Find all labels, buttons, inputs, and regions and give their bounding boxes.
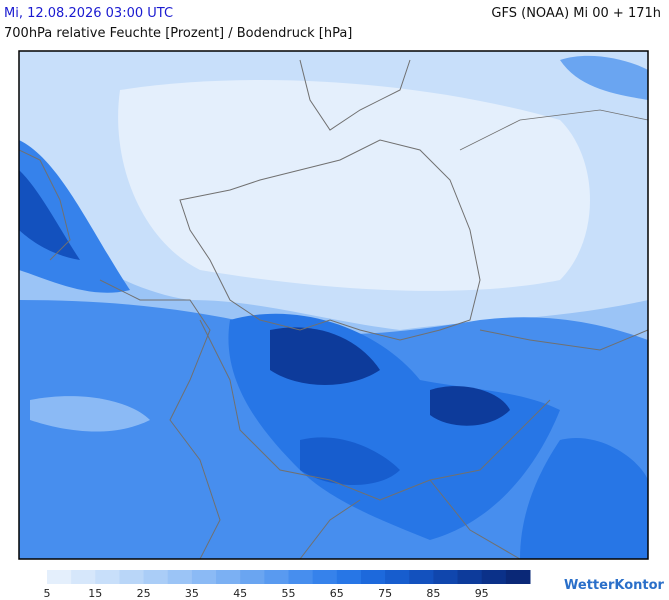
colorbar: 5 15 25 35 45 55 65 75 85 95 <box>44 570 531 600</box>
colorbar-label: 95 <box>475 587 489 600</box>
colorbar-swatch <box>288 570 314 584</box>
colorbar-swatch <box>240 570 265 584</box>
valid-time: Mi, 12.08.2026 03:00 UTC <box>4 6 174 21</box>
colorbar-label: 75 <box>378 587 392 600</box>
colorbar-swatch <box>433 570 459 584</box>
colorbar-swatch <box>143 570 169 584</box>
map-frame <box>18 50 649 560</box>
parameter: 700hPa relative Feuchte [Prozent] / Bode… <box>4 26 353 41</box>
colorbar-label: 85 <box>426 587 440 600</box>
colorbar-swatch <box>71 570 96 584</box>
colorbar-label: 25 <box>137 587 151 600</box>
colorbar-label: 55 <box>282 587 296 600</box>
colorbar-label: 5 <box>44 587 51 600</box>
colorbar-swatch <box>505 570 531 584</box>
colorbar-swatch <box>360 570 386 584</box>
colorbar-swatch <box>312 570 338 584</box>
logo: WetterKontor <box>564 578 665 593</box>
colorbar-label: 65 <box>330 587 344 600</box>
borders <box>19 59 648 559</box>
colorbar-label: 35 <box>185 587 199 600</box>
colorbar-swatch <box>95 570 120 584</box>
colorbar-swatch <box>167 570 193 584</box>
colorbar-swatch <box>264 570 289 584</box>
colorbar-label: 15 <box>88 587 102 600</box>
colorbar-swatch <box>216 570 241 584</box>
colorbar-swatch <box>191 570 217 584</box>
colorbar-swatch <box>47 570 72 584</box>
colorbar-label: 45 <box>233 587 247 600</box>
colorbar-swatch <box>481 570 507 584</box>
colorbar-swatch <box>385 570 410 584</box>
colorbar-swatch <box>336 570 362 584</box>
colorbar-swatch <box>119 570 145 584</box>
colorbar-swatch <box>457 570 483 584</box>
colorbar-swatch <box>409 570 434 584</box>
model-run: GFS (NOAA) Mi 00 + 171h <box>491 6 661 21</box>
